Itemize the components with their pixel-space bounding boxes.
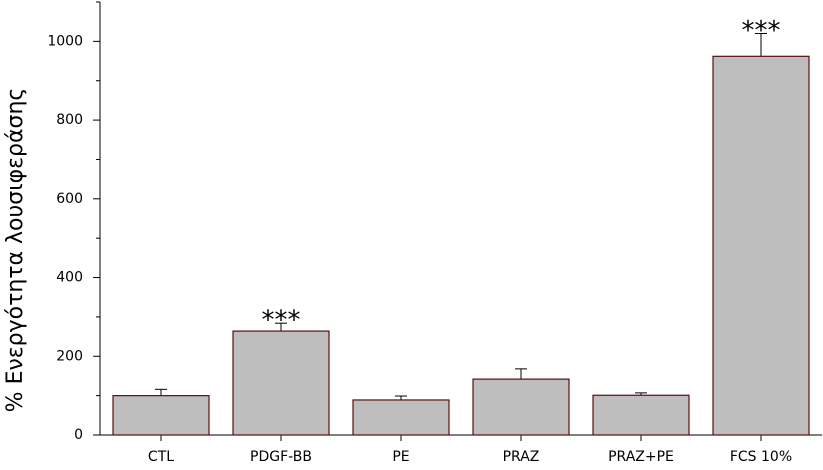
bar xyxy=(472,378,570,436)
x-tick-label: PDGF-BB xyxy=(250,449,312,465)
x-tick-label: PE xyxy=(392,449,409,465)
bar xyxy=(712,55,810,436)
x-tick-label: CTL xyxy=(148,449,174,465)
annotation: *** xyxy=(742,16,781,46)
x-tick-label: PRAZ xyxy=(503,449,540,465)
y-tick-label: 1000 xyxy=(47,33,83,49)
x-tick-label: FCS 10% xyxy=(730,449,792,465)
x-tick-label: PRAZ+PE xyxy=(608,449,674,465)
y-tick-label: 0 xyxy=(74,427,83,443)
y-tick-label: 200 xyxy=(56,348,83,364)
bar xyxy=(592,394,690,436)
y-tick-label: 600 xyxy=(56,191,83,207)
bar xyxy=(352,399,450,436)
y-axis-label: % Ενεργότητα λουσιφεράσης xyxy=(3,88,28,413)
annotation: *** xyxy=(262,306,301,336)
bar xyxy=(112,395,210,436)
y-tick-label: 400 xyxy=(56,270,83,286)
bar xyxy=(232,330,330,436)
y-tick-label: 800 xyxy=(56,112,83,128)
